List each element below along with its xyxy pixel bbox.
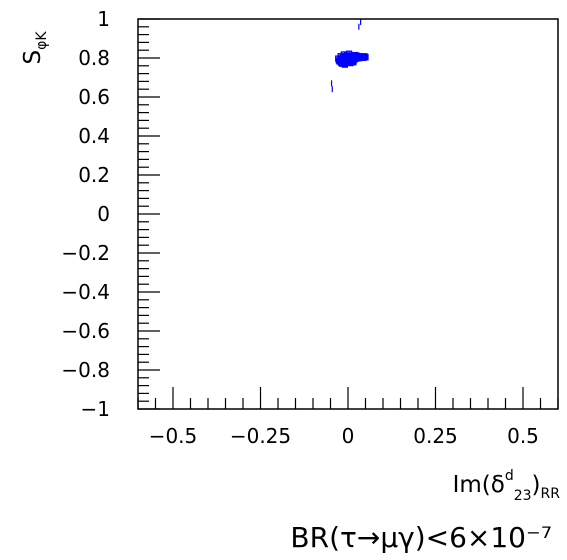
y-tick-labels: −1 −0.8 −0.6 −0.4 −0.2 0 0.2 0.4 0.6 0.8 1 [61,7,110,421]
x-tick-label: −0.5 [149,424,198,448]
x-tick-labels: −0.5 −0.25 0 0.25 0.5 [149,424,539,448]
x-axis-title-sub2: RR [541,486,561,502]
y-tick-label: −0.4 [61,280,110,304]
x-axis-title: Im(δd23)RR [453,468,561,504]
y-tick-label: −0.6 [61,319,110,343]
y-tick-label: −0.8 [61,358,110,382]
data-point [362,54,369,61]
x-axis-title-sup: d [505,468,514,484]
x-tick-label: 0.5 [507,424,539,448]
data-point [347,59,354,67]
data-point [352,51,359,59]
data-point [361,53,368,60]
x-axis-title-sub: 23 [514,488,532,504]
x-tick-label: 0 [342,424,355,448]
y-tick-label: 0.2 [78,163,110,187]
y-tick-label: 0.8 [78,46,110,70]
plot-caption: BR(τ→μγ)<6×10⁻⁷ [290,521,552,554]
x-axis-title-close: ) [532,472,541,498]
x-tick-label: 0.25 [413,424,458,448]
data-point [337,53,344,60]
y-axis-title-sub: φK [34,31,50,50]
y-tick-label: 0 [97,202,110,226]
data-point [345,50,353,57]
y-tick-label: −0.2 [61,241,110,265]
axis-ticks [137,18,559,410]
y-tick-label: 0.6 [78,85,110,109]
x-axis-title-main: Im(δ [453,472,505,498]
y-tick-label: −1 [81,397,110,421]
y-axis-title: SφK [20,31,50,65]
data-points-layer [330,18,369,93]
data-point [338,60,346,67]
y-tick-label: 1 [97,7,110,31]
y-axis-title-main: S [20,50,46,65]
y-tick-label: 0.4 [78,124,110,148]
x-tick-label: −0.25 [230,424,291,448]
